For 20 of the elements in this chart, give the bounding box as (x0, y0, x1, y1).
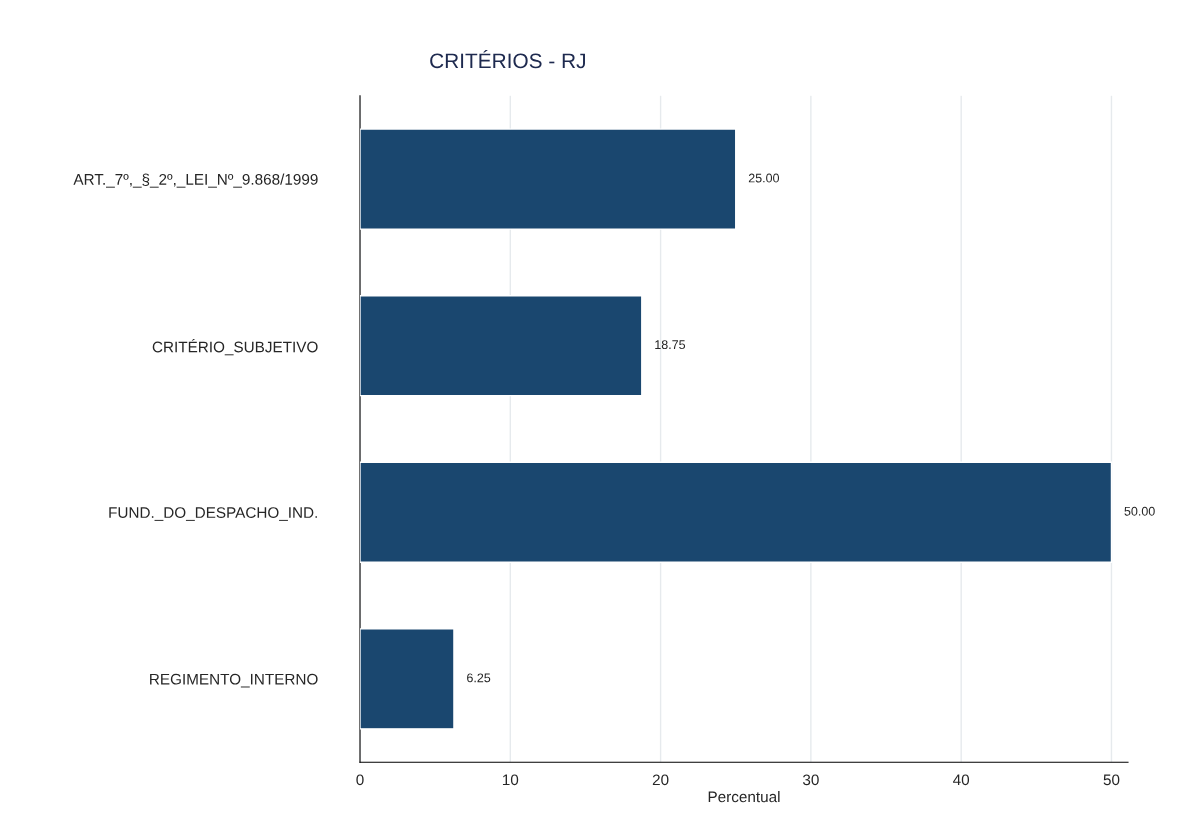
bar (360, 295, 643, 397)
y-tick-label: REGIMENTO_INTERNO (150, 673, 318, 688)
bar (360, 128, 737, 230)
data-label: 18.75 (655, 340, 686, 350)
x-tick-label: 0 (356, 774, 364, 786)
x-tick-label: 20 (652, 774, 669, 786)
bar (360, 628, 455, 730)
data-label: 50.00 (1124, 506, 1155, 516)
y-tick-label: ART._7º,_§_2º,_LEI_Nº_9.868/1999 (73, 173, 318, 188)
data-label: 6.25 (467, 673, 491, 683)
data-label: 25.00 (748, 173, 780, 183)
x-tick-label: 40 (953, 774, 970, 786)
chart-title: CRITÉRIOS - RJ (430, 49, 585, 69)
x-axis-title: Percentual (708, 791, 780, 803)
x-tick-label: 10 (502, 774, 519, 786)
y-tick-label: FUND._DO_DESPACHO_IND. (109, 507, 317, 521)
bar (360, 461, 1113, 563)
y-tick-label: CRITÉRIO_SUBJETIVO (152, 339, 318, 356)
x-tick-label: 30 (802, 774, 819, 786)
x-tick-label: 50 (1103, 774, 1120, 786)
